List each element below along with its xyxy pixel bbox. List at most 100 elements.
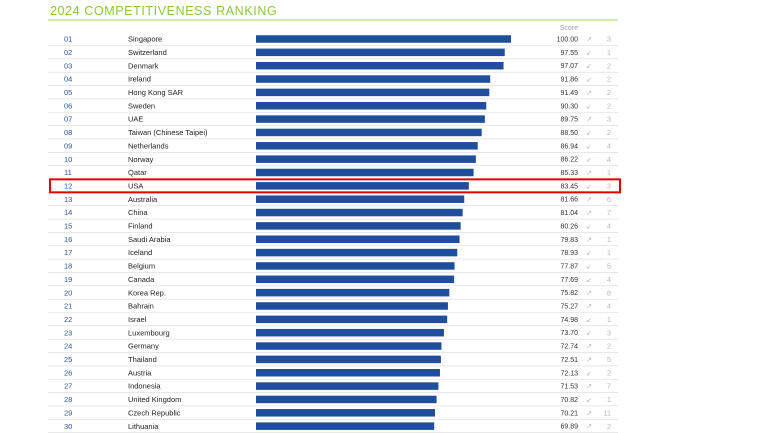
rank-label: 14	[64, 208, 72, 217]
rank-change-label: 1	[607, 48, 611, 57]
country-label: Sweden	[128, 101, 155, 110]
rank-change-label: 2	[607, 368, 611, 377]
score-bar	[256, 369, 440, 377]
rank-change-label: 6	[607, 195, 611, 204]
score-bar	[256, 328, 444, 337]
arrow-down-icon: ↙	[586, 49, 592, 57]
score-label: 83.45	[560, 183, 578, 190]
score-label: 80.26	[560, 223, 578, 230]
score-label: 69.89	[560, 424, 578, 431]
arrow-up-icon: ↗	[586, 303, 592, 311]
country-label: Finland	[128, 222, 153, 231]
rank-change-label: 1	[607, 395, 611, 404]
arrow-up-icon: ↗	[586, 89, 592, 97]
arrow-down-icon: ↙	[586, 249, 592, 257]
country-label: Lithuania	[128, 422, 159, 431]
rank-change-label: 4	[607, 222, 611, 231]
rank-label: 15	[64, 222, 72, 231]
rank-label: 24	[64, 342, 72, 351]
rank-change-label: 5	[607, 262, 611, 271]
score-label: 88.50	[560, 130, 578, 137]
arrow-down-icon: ↙	[586, 76, 592, 84]
score-label: 75.82	[560, 290, 578, 297]
score-label: 75.27	[560, 304, 578, 311]
score-bar	[256, 222, 461, 230]
rank-change-label: 1	[607, 248, 611, 257]
score-bar	[256, 409, 436, 417]
rank-change-label: 11	[603, 408, 611, 417]
rank-change-label: 4	[607, 141, 611, 150]
score-label: 74.98	[560, 317, 578, 324]
country-label: Taiwan (Chinese Taipei)	[128, 128, 208, 137]
score-label: 97.55	[560, 50, 578, 57]
country-label: Belgium	[128, 262, 155, 271]
score-bar	[256, 155, 476, 163]
score-label: 72.51	[560, 357, 578, 364]
score-bar	[256, 235, 460, 243]
rank-label: 01	[64, 35, 72, 44]
arrow-up-icon: ↗	[586, 236, 592, 244]
rank-label: 22	[64, 315, 72, 324]
arrow-down-icon: ↙	[586, 62, 592, 70]
rank-label: 02	[64, 48, 72, 57]
score-bar	[256, 128, 482, 137]
arrow-up-icon: ↗	[586, 289, 592, 297]
rank-change-label: 2	[607, 422, 611, 431]
arrow-down-icon: ↙	[586, 329, 592, 337]
score-bar	[256, 115, 485, 123]
country-label: Luxembourg	[128, 328, 170, 337]
rank-label: 18	[64, 262, 72, 271]
score-header: Score	[560, 25, 578, 32]
score-label: 81.66	[560, 197, 578, 204]
country-label: Saudi Arabia	[128, 235, 171, 244]
arrow-up-icon: ↗	[586, 196, 592, 204]
arrow-up-icon: ↗	[586, 356, 592, 364]
score-bar	[256, 302, 448, 310]
score-bar	[256, 102, 487, 110]
rank-change-label: 2	[607, 342, 611, 351]
country-label: USA	[128, 181, 143, 190]
score-bar	[256, 208, 463, 217]
arrow-down-icon: ↙	[586, 102, 592, 110]
country-label: Denmark	[128, 61, 159, 70]
score-label: 70.82	[560, 397, 578, 404]
rank-label: 05	[64, 88, 72, 97]
score-bar	[256, 275, 455, 284]
rank-change-label: 1	[607, 315, 611, 324]
score-bar	[256, 262, 455, 270]
score-label: 72.74	[560, 344, 578, 351]
score-bar	[256, 75, 491, 83]
country-label: Indonesia	[128, 382, 161, 391]
arrow-down-icon: ↙	[586, 369, 592, 377]
rank-label: 20	[64, 288, 72, 297]
score-label: 100.00	[557, 37, 579, 44]
rank-change-label: 5	[607, 355, 611, 364]
rank-change-label: 3	[607, 115, 611, 124]
rank-change-label: 3	[607, 328, 611, 337]
score-label: 71.53	[560, 384, 578, 391]
country-label: United Kingdom	[128, 395, 181, 404]
chart-title: 2024 COMPETITIVENESS RANKING	[50, 4, 277, 18]
score-label: 85.33	[560, 170, 578, 177]
score-label: 91.86	[560, 77, 578, 84]
rank-change-label: 4	[607, 302, 611, 311]
score-label: 81.04	[560, 210, 578, 217]
rank-label: 08	[64, 128, 72, 137]
score-bar	[256, 35, 511, 43]
arrow-up-icon: ↗	[586, 209, 592, 217]
score-bar	[256, 168, 474, 177]
country-label: Hong Kong SAR	[128, 88, 184, 97]
country-label: Qatar	[128, 168, 147, 177]
arrow-down-icon: ↙	[586, 156, 592, 164]
rank-label: 30	[64, 422, 72, 431]
country-label: Australia	[128, 195, 158, 204]
country-label: Canada	[128, 275, 155, 284]
rank-change-label: 7	[607, 208, 611, 217]
score-bar	[256, 315, 448, 324]
country-label: Israel	[128, 315, 147, 324]
arrow-down-icon: ↙	[586, 262, 592, 270]
rank-change-label: 2	[607, 88, 611, 97]
score-label: 97.07	[560, 63, 578, 70]
arrow-down-icon: ↙	[586, 142, 592, 150]
country-label: Norway	[128, 155, 154, 164]
